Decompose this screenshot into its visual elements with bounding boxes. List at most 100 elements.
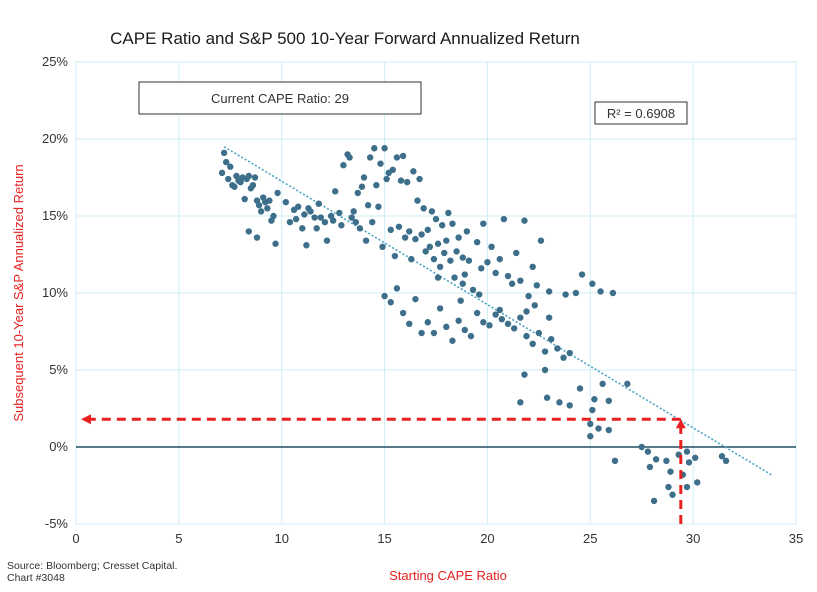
data-point: [387, 299, 394, 306]
source-note: Source: Bloomberg; Cresset Capital. Char…: [7, 560, 177, 584]
grid: [75, 61, 797, 525]
data-point: [510, 325, 518, 332]
x-tick-label: 25: [583, 531, 597, 546]
data-point: [317, 214, 324, 221]
x-axis-label: Starting CAPE Ratio: [389, 568, 507, 583]
data-point: [455, 317, 462, 324]
data-point: [362, 237, 370, 244]
data-point: [453, 248, 460, 255]
data-point: [597, 288, 604, 295]
data-point: [523, 332, 530, 340]
data-point: [722, 457, 730, 465]
data-point: [414, 197, 421, 204]
data-points: [218, 145, 730, 505]
data-point: [447, 257, 454, 264]
data-point: [422, 248, 429, 255]
current-cape-label: Current CAPE Ratio: 29: [211, 91, 349, 106]
x-tick-label: 10: [274, 531, 288, 546]
data-point: [379, 243, 386, 250]
data-point: [408, 255, 415, 263]
data-point: [434, 274, 442, 281]
arrowhead-up: [675, 419, 686, 429]
data-point: [589, 406, 596, 414]
data-point: [377, 160, 384, 167]
data-point: [282, 198, 290, 206]
data-point: [465, 257, 473, 264]
data-point: [340, 161, 347, 169]
data-point: [504, 320, 512, 327]
data-point: [473, 309, 481, 317]
data-point: [457, 297, 464, 304]
data-point: [428, 208, 436, 215]
data-point: [496, 306, 503, 314]
data-point: [245, 172, 252, 180]
data-point: [476, 291, 483, 298]
data-point: [486, 322, 493, 329]
data-point: [529, 340, 536, 348]
data-point: [521, 371, 528, 378]
data-point: [323, 237, 331, 244]
data-point: [469, 286, 477, 294]
data-point: [434, 240, 442, 247]
data-point: [587, 433, 594, 440]
data-point: [611, 457, 619, 465]
data-point: [336, 209, 343, 217]
data-point: [488, 243, 495, 250]
data-point: [255, 202, 263, 209]
data-point: [667, 468, 674, 475]
y-tick-label: 5%: [49, 362, 68, 377]
data-point: [404, 178, 411, 186]
data-point: [517, 399, 524, 406]
data-point: [348, 214, 355, 221]
data-point: [521, 217, 528, 224]
data-point: [299, 225, 306, 232]
data-point: [225, 175, 232, 183]
data-point: [266, 197, 273, 204]
x-tick-label: 15: [377, 531, 391, 546]
data-point: [638, 443, 645, 451]
r-squared-label: R² = 0.6908: [607, 106, 675, 121]
data-point: [545, 314, 553, 321]
data-point: [533, 282, 540, 289]
data-point: [669, 491, 676, 498]
data-point: [692, 454, 699, 461]
data-point: [381, 292, 388, 300]
y-tick-label: -5%: [45, 516, 69, 531]
data-point: [294, 203, 302, 210]
data-point: [455, 234, 462, 241]
data-point: [537, 237, 545, 244]
data-point: [541, 366, 549, 374]
data-point: [412, 235, 419, 243]
data-point: [663, 457, 670, 465]
data-point: [311, 214, 318, 221]
data-point: [517, 277, 524, 284]
data-point: [480, 220, 487, 227]
data-point: [272, 240, 279, 247]
data-point: [350, 208, 357, 215]
data-point: [535, 329, 543, 337]
data-point: [338, 222, 345, 229]
data-point: [683, 483, 691, 491]
data-point: [541, 348, 549, 355]
data-point: [424, 226, 431, 234]
data-point: [222, 158, 230, 166]
data-point: [346, 154, 353, 161]
data-point: [605, 397, 612, 404]
data-point: [500, 215, 508, 223]
data-point: [358, 183, 366, 190]
data-point: [441, 249, 448, 257]
data-point: [718, 453, 726, 460]
data-point: [406, 228, 413, 235]
data-point: [270, 212, 277, 220]
data-point: [461, 326, 468, 334]
data-point: [694, 479, 701, 486]
data-point: [375, 203, 382, 210]
data-point: [430, 255, 438, 263]
x-tick-label: 20: [480, 531, 494, 546]
y-axis-ticks: 25% 20% 15% 10% 5% 0% -5%: [42, 54, 68, 531]
data-point: [554, 345, 561, 352]
data-point: [566, 402, 573, 409]
source-text: Source: Bloomberg; Cresset Capital.: [7, 560, 178, 572]
y-tick-label: 20%: [42, 131, 68, 146]
data-point: [498, 315, 506, 323]
